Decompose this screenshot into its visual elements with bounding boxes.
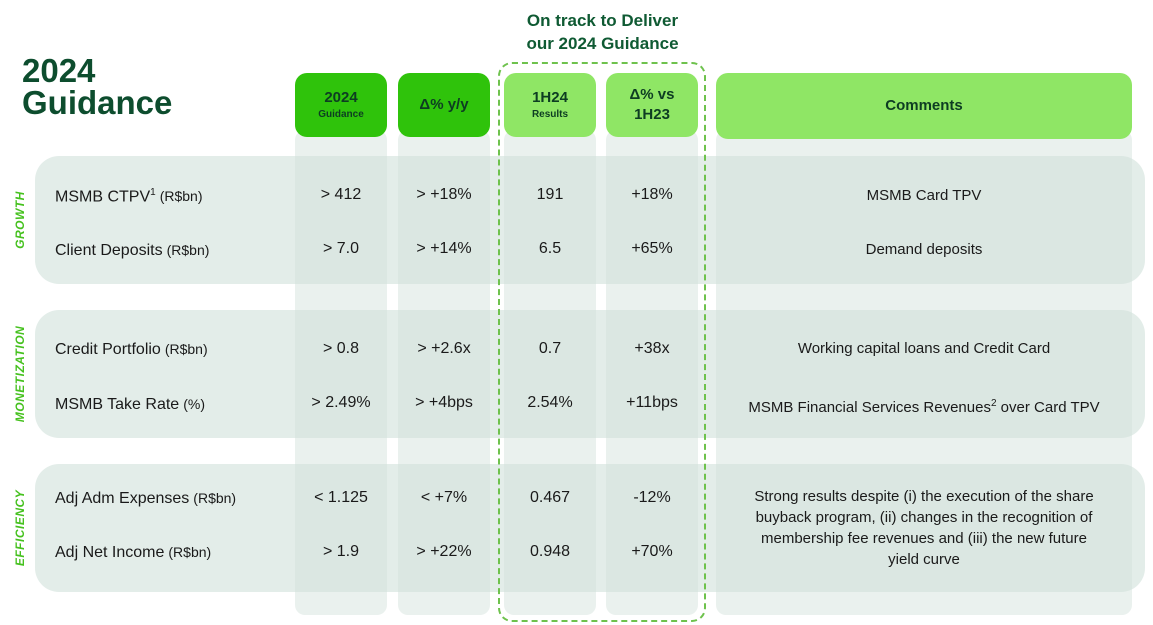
header-results-sub: Results: [531, 109, 569, 120]
value-guidance: > 0.8: [322, 340, 360, 357]
value-results: 191: [536, 186, 564, 203]
footnote-marker: 1: [150, 187, 156, 198]
header-delta-yoy: Δ% y/y: [398, 73, 490, 137]
title-line-2: Guidance: [22, 84, 173, 121]
header-2024-guidance: 2024 Guidance: [295, 73, 387, 137]
metric-label: Credit Portfolio: [55, 341, 161, 358]
metric-credit-portfolio: Credit Portfolio (R$bn): [55, 341, 208, 359]
comment-demand-deposits: Demand deposits: [865, 241, 983, 258]
value-guidance: > 1.9: [322, 543, 360, 560]
value-vs: +65%: [631, 240, 673, 257]
section-label-monetization: MONETIZATION: [13, 325, 27, 423]
value-yoy: > +4bps: [415, 394, 473, 411]
comment-efficiency-line: buyback program, (ii) changes in the rec…: [755, 509, 1093, 526]
value-yoy: > +2.6x: [417, 340, 471, 357]
value-yoy: > +14%: [416, 240, 472, 257]
value-results: 0.467: [529, 489, 571, 506]
value-results: 6.5: [538, 240, 562, 257]
header-results-main: 1H24: [532, 89, 568, 106]
header-guidance-main: 2024: [324, 89, 358, 106]
footnote-marker: 2: [990, 398, 997, 409]
band-growth: [35, 156, 1145, 284]
value-results: 0.7: [538, 340, 562, 357]
metric-label: Adj Adm Expenses: [55, 490, 190, 507]
value-guidance: > 412: [320, 186, 362, 203]
metric-msmb-take-rate: MSMB Take Rate (%): [55, 396, 205, 414]
comment-take-rate-post: over Card TPV: [996, 399, 1100, 416]
callout-line-2: our 2024 Guidance: [526, 34, 679, 53]
section-label-growth: GROWTH: [13, 191, 27, 249]
comment-efficiency-line: yield curve: [888, 551, 960, 568]
metric-unit: (R$bn): [166, 242, 210, 258]
comment-working-capital: Working capital loans and Credit Card: [797, 340, 1051, 357]
value-vs: +11bps: [626, 394, 678, 411]
band-monetization: [35, 310, 1145, 438]
value-vs: -12%: [633, 489, 671, 506]
page-title: 2024 Guidance: [22, 52, 222, 121]
metric-label: MSMB CTPV: [55, 188, 151, 206]
band-efficiency: [35, 464, 1145, 592]
value-results: 2.54%: [527, 394, 573, 411]
comment-take-rate: MSMB Financial Services Revenues2 over C…: [716, 393, 1132, 418]
metric-adj-adm-expenses: Adj Adm Expenses (R$bn): [55, 490, 236, 508]
metric-unit: (%): [183, 396, 205, 412]
section-label-efficiency: EFFICIENCY: [13, 489, 27, 567]
callout-line-1: On track to Deliver: [526, 11, 679, 30]
comment-efficiency-line: membership fee revenues and (iii) the ne…: [760, 530, 1087, 547]
header-vs-main: Δ% vs: [629, 86, 675, 103]
metric-adj-net-income: Adj Net Income (R$bn): [55, 544, 211, 562]
metric-msmb-ctpv: MSMB CTPV1 (R$bn): [55, 187, 202, 206]
value-vs: +38x: [634, 340, 670, 357]
comment-msmb-card-tpv: MSMB Card TPV: [866, 187, 982, 204]
value-yoy: > +22%: [416, 543, 472, 560]
header-comments: Comments: [716, 73, 1132, 139]
header-comments-main: Comments: [885, 97, 963, 114]
metric-unit: (R$bn): [164, 341, 208, 357]
value-guidance: > 2.49%: [311, 394, 371, 411]
metric-unit: (R$bn): [168, 544, 212, 560]
value-yoy: > +18%: [416, 186, 472, 203]
metric-label: Client Deposits: [55, 242, 163, 259]
metric-unit: (R$bn): [159, 188, 203, 205]
value-yoy: < +7%: [420, 489, 468, 506]
on-track-callout: On track to Deliver our 2024 Guidance: [500, 9, 705, 55]
comment-take-rate-pre: MSMB Financial Services Revenues: [748, 399, 991, 416]
metric-label: Adj Net Income: [55, 544, 165, 561]
title-line-1: 2024: [22, 52, 96, 89]
value-vs: +70%: [631, 543, 673, 560]
on-track-highlight-box: [498, 62, 706, 622]
metric-client-deposits: Client Deposits (R$bn): [55, 242, 209, 260]
metric-unit: (R$bn): [193, 490, 237, 506]
header-vs-main2: 1H23: [634, 106, 670, 123]
comment-efficiency: Strong results despite (i) the execution…: [716, 486, 1132, 570]
comment-efficiency-line: Strong results despite (i) the execution…: [754, 488, 1094, 505]
header-1h24-results: 1H24 Results: [504, 73, 596, 137]
value-guidance: > 7.0: [322, 240, 360, 257]
value-results: 0.948: [529, 543, 571, 560]
header-yoy-main: Δ% y/y: [419, 96, 469, 113]
metric-label: MSMB Take Rate: [55, 396, 180, 413]
value-guidance: < 1.125: [314, 489, 368, 506]
value-vs: +18%: [631, 186, 673, 203]
header-guidance-sub: Guidance: [318, 109, 364, 120]
header-delta-vs-1h23: Δ% vs 1H23: [606, 73, 698, 137]
